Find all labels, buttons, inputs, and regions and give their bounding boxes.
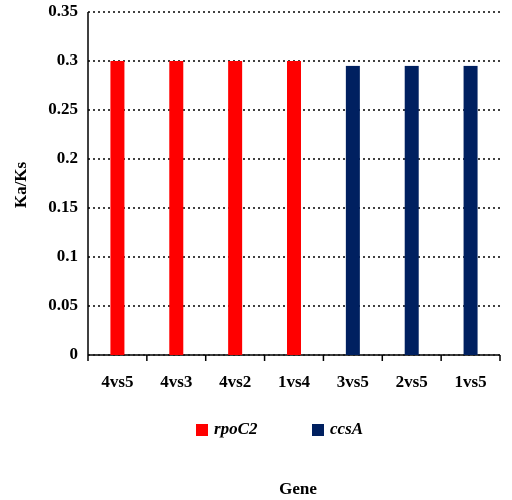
y-tick-label: 0.2 <box>57 148 78 167</box>
y-tick-label: 0.25 <box>48 99 78 118</box>
x-tick-label: 1vs4 <box>278 372 311 391</box>
y-tick-label: 0.05 <box>48 295 78 314</box>
x-tick-label: 4vs2 <box>219 372 251 391</box>
legend-swatch <box>196 424 208 436</box>
legend-label: rpoC2 <box>214 419 258 438</box>
x-tick-label: 4vs3 <box>160 372 192 391</box>
x-axis-label: Gene <box>279 479 317 498</box>
legend-swatch <box>312 424 324 436</box>
bar <box>404 65 419 356</box>
bar <box>345 65 360 356</box>
y-tick-label: 0 <box>70 344 79 363</box>
y-axis-label: Ka/Ks <box>11 161 30 208</box>
y-tick-label: 0.1 <box>57 246 78 265</box>
bar <box>287 61 301 355</box>
x-tick-label: 2vs5 <box>396 372 428 391</box>
x-tick-label: 1vs5 <box>455 372 487 391</box>
bar <box>463 65 478 356</box>
bar <box>110 61 125 355</box>
y-tick-label: 0.35 <box>48 1 78 20</box>
y-tick-label: 0.3 <box>57 50 78 69</box>
y-tick-label: 0.15 <box>48 197 78 216</box>
bar <box>169 61 184 355</box>
legend-label: ccsA <box>330 419 363 438</box>
bar <box>228 61 243 355</box>
x-tick-label: 4vs5 <box>101 372 133 391</box>
x-tick-label: 3vs5 <box>337 372 369 391</box>
